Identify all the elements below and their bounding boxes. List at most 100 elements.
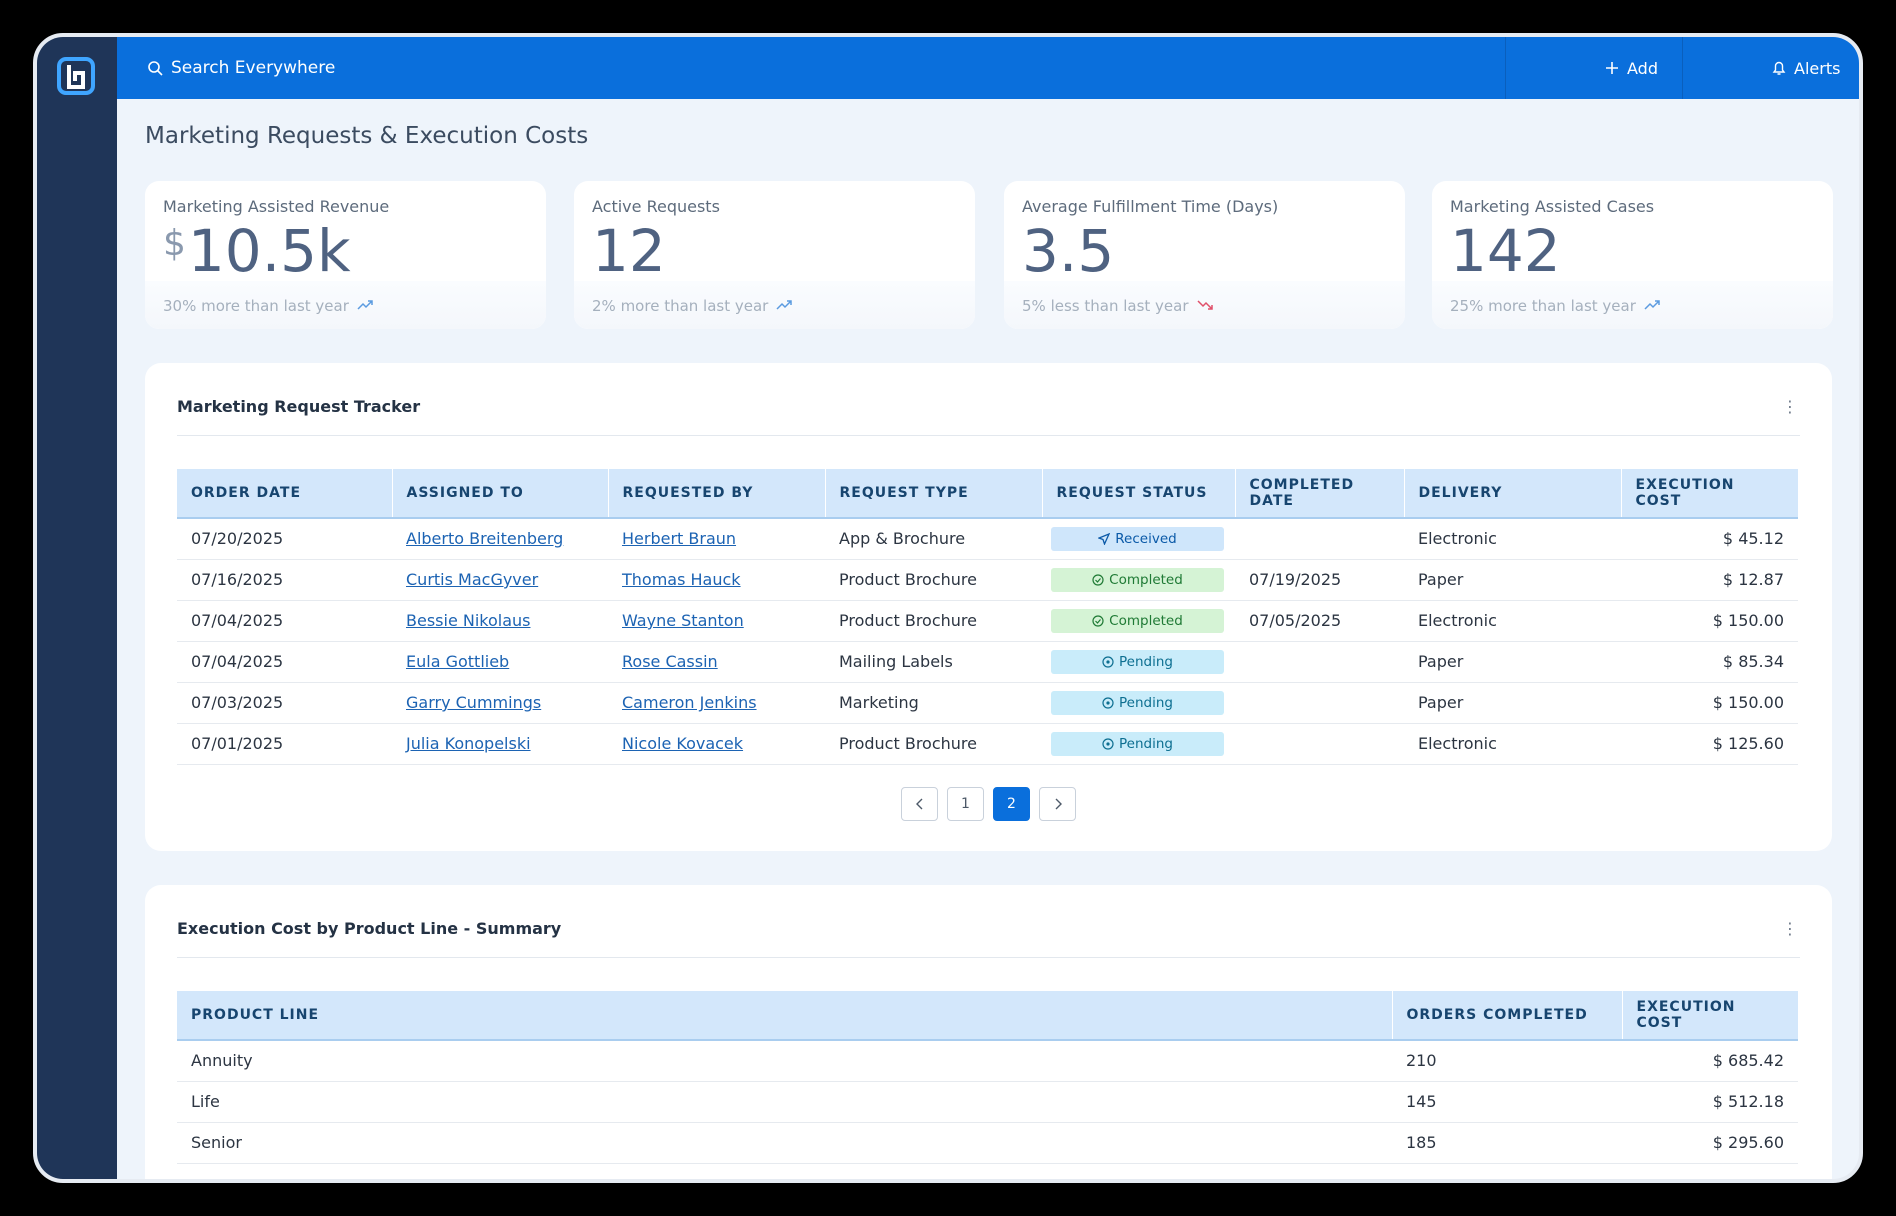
person-link[interactable]: Julia Konopelski — [406, 734, 531, 753]
table-row: 07/04/2025 Bessie Nikolaus Wayne Stanton Pr… — [177, 600, 1798, 642]
add-label: Add — [1627, 58, 1658, 78]
kpi-note: 25% more than last year — [1450, 297, 1636, 315]
column-header: REQUESTED BY — [607, 469, 825, 519]
kpi-label: Marketing Assisted Revenue — [163, 197, 390, 216]
table-head: PRODUCT LINE ORDERS COMPLETED EXECUTION CO… — [177, 991, 1798, 1041]
prev-page[interactable] — [901, 787, 938, 821]
table-cell: Received — [1042, 518, 1235, 560]
table-cell: $ 150.00 — [1621, 600, 1798, 642]
table-row: 07/04/2025 Eula Gottlieb Rose Cassin Mailin… — [177, 641, 1798, 683]
table-cell: Product Brochure — [825, 600, 1042, 642]
next-page[interactable] — [1039, 787, 1076, 821]
menu-button[interactable]: ⋮ — [1782, 397, 1798, 416]
add-button[interactable]: Add — [1605, 37, 1658, 99]
cell-text: Paper — [1418, 693, 1464, 712]
plus-icon — [1606, 62, 1618, 74]
cell-text: Electronic — [1418, 611, 1497, 630]
table-cell: $ 295.60 — [1622, 1122, 1798, 1164]
cell-text: Paper — [1418, 570, 1464, 589]
app-frame: Search Everywhere Add Alerts Marketing R… — [33, 33, 1863, 1183]
menu-button[interactable]: ⋮ — [1782, 919, 1798, 938]
status-badge: Completed — [1051, 608, 1224, 633]
trend-icon — [357, 297, 373, 315]
status-label: Received — [1115, 530, 1177, 547]
kpi-footer — [145, 281, 546, 329]
table-cell: Completed — [1042, 600, 1235, 642]
cell-text: 145 — [1406, 1092, 1437, 1111]
cell-text: Mailing Labels — [839, 652, 953, 671]
table-cell — [1235, 723, 1404, 765]
trend-icon — [1196, 297, 1213, 315]
person-link[interactable]: Curtis MacGyver — [406, 570, 539, 589]
person-link[interactable]: Cameron Jenkins — [622, 693, 757, 712]
person-link[interactable]: Eula Gottlieb — [406, 652, 510, 671]
table-cell: Product Brochure — [825, 559, 1042, 601]
alerts-label: Alerts — [1794, 58, 1841, 78]
page-title: Marketing Requests & Execution Costs — [145, 123, 589, 149]
cell-text: 07/20/2025 — [191, 529, 284, 549]
status-label: Pending — [1119, 694, 1173, 711]
table-cell: Rose Cassin — [608, 641, 825, 683]
person-link[interactable]: Bessie Nikolaus — [406, 611, 531, 630]
table-cell: Marketing — [825, 682, 1042, 724]
kpi-prefix: $ — [163, 223, 186, 264]
table-cell — [1235, 518, 1404, 560]
trend-icon — [1644, 297, 1660, 315]
kpi-value: 12 — [592, 217, 666, 285]
person-link[interactable]: Herbert Braun — [622, 529, 737, 549]
cell-text: Paper — [1418, 652, 1464, 671]
column-header: PRODUCT LINE — [177, 991, 1392, 1041]
status-icon — [1092, 614, 1104, 627]
kpi-note-row: 2% more than last year — [592, 297, 793, 315]
table-cell: 07/16/2025 — [177, 559, 392, 601]
cell-text: $ 150.00 — [1712, 611, 1784, 630]
column-header: COMPLETED DATE — [1234, 469, 1404, 519]
search[interactable]: Search Everywhere — [147, 37, 335, 99]
table-row: Annuity 210 $ 685.42 — [177, 1040, 1798, 1082]
kpi-value-row: 3.5 — [1022, 217, 1114, 285]
column-header: ASSIGNED TO — [391, 469, 608, 519]
person-link[interactable]: Wayne Stanton — [622, 611, 744, 630]
status-icon — [1098, 532, 1111, 545]
cell-text: Life — [191, 1092, 220, 1111]
kpi-label: Active Requests — [592, 197, 720, 216]
header-row: PRODUCT LINE ORDERS COMPLETED EXECUTION CO… — [177, 991, 1798, 1041]
page-button[interactable]: 1 — [947, 787, 984, 821]
person-link[interactable]: Rose Cassin — [622, 652, 718, 671]
logo[interactable] — [57, 57, 95, 95]
table-row: 07/16/2025 Curtis MacGyver Thomas Hauck Pro… — [177, 559, 1798, 601]
table-cell: $ 685.42 — [1622, 1040, 1798, 1082]
sidebar — [37, 37, 117, 1179]
person-link[interactable]: Nicole Kovacek — [622, 734, 744, 753]
cell-text: Electronic — [1418, 529, 1497, 549]
cell-text: $ 85.34 — [1722, 652, 1784, 671]
status-label: Pending — [1119, 735, 1173, 752]
kpi-note: 30% more than last year — [163, 297, 349, 315]
table-cell — [1235, 641, 1404, 683]
cell-text: Product Brochure — [839, 734, 977, 753]
table-cell: 210 — [1392, 1040, 1622, 1082]
person-link[interactable]: Alberto Breitenberg — [406, 529, 564, 549]
page-button[interactable]: 2 — [993, 787, 1030, 821]
alerts-button[interactable]: Alerts — [1772, 37, 1840, 99]
bell-icon — [1772, 61, 1786, 75]
cell-text: Electronic — [1418, 734, 1497, 753]
table-cell: Pending — [1042, 723, 1235, 765]
table-cell: Wayne Stanton — [608, 600, 825, 642]
table-cell: 07/04/2025 — [177, 600, 392, 642]
status-icon — [1102, 737, 1114, 750]
card-title: Marketing Request Tracker — [177, 397, 421, 416]
person-link[interactable]: Thomas Hauck — [622, 570, 741, 589]
table-cell: Senior — [177, 1122, 1392, 1164]
kpi-footer — [1432, 281, 1833, 329]
table-cell: Garry Cummings — [392, 682, 608, 724]
table-body: 07/20/2025 Alberto Breitenberg Herbert Bra… — [177, 518, 1798, 765]
cell-text: 07/16/2025 — [191, 570, 284, 589]
status-icon — [1102, 696, 1114, 709]
table-row: Life 145 $ 512.18 — [177, 1081, 1798, 1123]
cell-text: $ 150.00 — [1712, 693, 1784, 712]
person-link[interactable]: Garry Cummings — [406, 693, 542, 712]
table-cell: Curtis MacGyver — [392, 559, 608, 601]
cell-text: App & Brochure — [839, 529, 966, 549]
table-cell — [1235, 682, 1404, 724]
